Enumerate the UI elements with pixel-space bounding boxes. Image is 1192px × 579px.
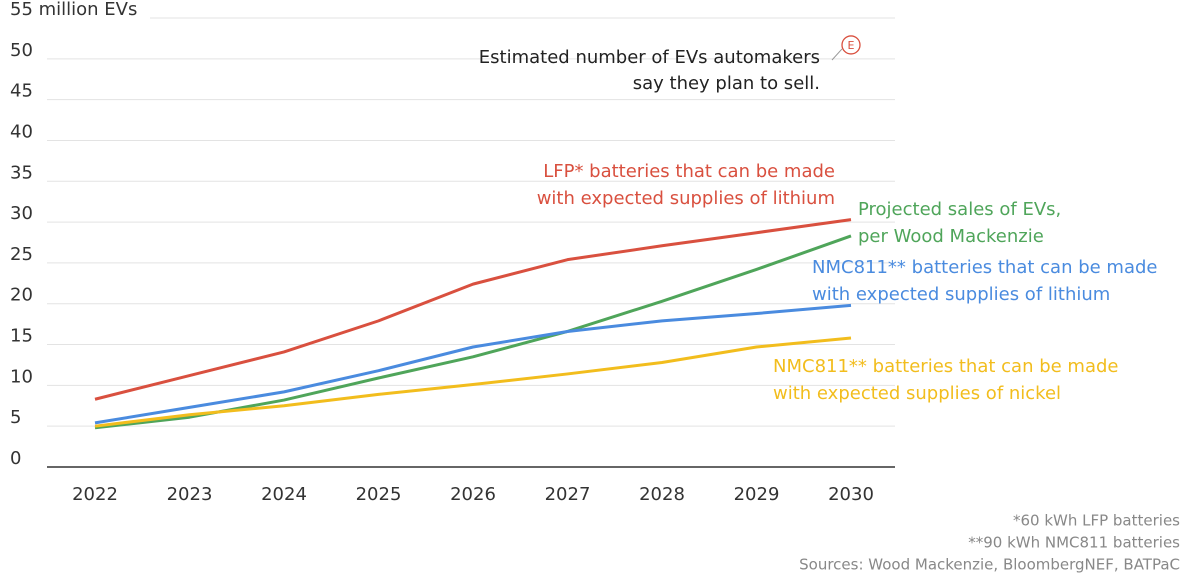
series-label: LFP* batteries that can be made: [543, 161, 835, 182]
annotation: say they plan to sell.: [633, 73, 820, 94]
x-tick-label: 2023: [167, 484, 213, 505]
x-tick-label: 2030: [828, 484, 874, 505]
series-line: [94, 336, 852, 428]
footnote: Sources: Wood Mackenzie, BloombergNEF, B…: [799, 556, 1180, 574]
series-line: [94, 234, 852, 430]
x-tick-label: 2027: [545, 484, 591, 505]
y-tick-label: 0: [10, 448, 21, 469]
y-tick-label: 30: [10, 203, 33, 224]
y-tick-label: 50: [10, 40, 33, 61]
y-tick-label: 5: [10, 407, 21, 428]
annotation-leader: [831, 48, 843, 61]
x-tick-label: 2028: [639, 484, 685, 505]
y-tick-label: 45: [10, 81, 33, 102]
x-tick-label: 2024: [261, 484, 307, 505]
y-tick-label: 55 million EVs: [10, 0, 137, 20]
y-tick-label: 40: [10, 121, 33, 142]
y-tick-label: 10: [10, 366, 33, 387]
series-label: NMC811** batteries that can be made: [773, 356, 1118, 377]
series-label: per Wood Mackenzie: [858, 226, 1044, 247]
series-line: [94, 303, 852, 425]
y-tick-label: 35: [10, 162, 33, 183]
annotation: Estimated number of EVs automakers: [479, 47, 820, 68]
x-tick-label: 2022: [72, 484, 118, 505]
series-line: [94, 218, 852, 401]
x-tick-label: 2029: [734, 484, 780, 505]
series-label: NMC811** batteries that can be made: [812, 257, 1157, 278]
footnote: *60 kWh LFP batteries: [1013, 512, 1180, 530]
series-label: Projected sales of EVs,: [858, 199, 1061, 220]
y-tick-label: 15: [10, 326, 33, 347]
series-label: with expected supplies of lithium: [537, 188, 835, 209]
x-tick-label: 2026: [450, 484, 496, 505]
y-tick-label: 20: [10, 285, 33, 306]
estimate-marker: [841, 35, 861, 55]
x-tick-label: 2025: [356, 484, 402, 505]
y-tick-label: 25: [10, 244, 33, 265]
footnote: **90 kWh NMC811 batteries: [968, 534, 1180, 552]
estimate-label: E: [848, 39, 855, 52]
series-label: with expected supplies of nickel: [773, 383, 1061, 404]
series-label: with expected supplies of lithium: [812, 284, 1110, 305]
